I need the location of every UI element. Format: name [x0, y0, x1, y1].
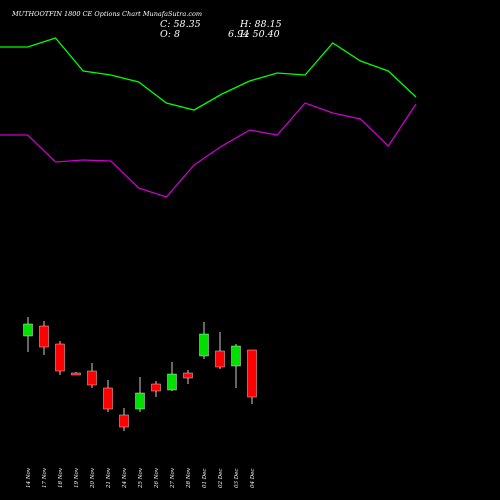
x-tick-label: 28 Nov — [186, 467, 192, 489]
change-value: 6.94 — [228, 29, 250, 40]
x-tick-label: 26 Nov — [154, 467, 160, 489]
x-tick-label: 19 Nov — [74, 467, 80, 488]
low-value: L: 50.40 — [240, 29, 280, 40]
candle-body — [183, 372, 193, 379]
x-tick-label: 17 Nov — [42, 467, 48, 488]
x-tick-label: 03 Dec — [234, 469, 240, 489]
x-tick-label: 24 Nov — [122, 467, 128, 489]
candle-body — [215, 350, 225, 368]
x-tick-label: 25 Nov — [138, 467, 144, 489]
candle-body — [199, 333, 209, 357]
candle-body — [151, 383, 161, 392]
x-tick-label: 01 Dec — [202, 469, 208, 489]
open-value: O: 8 — [160, 29, 181, 40]
x-tick-label: 14 Nov — [26, 467, 32, 488]
x-tick-label: 21 Nov — [106, 467, 112, 489]
x-tick-label: 20 Nov — [90, 467, 96, 489]
candle-body — [55, 343, 65, 372]
x-tick-label: 04 Dec — [250, 469, 256, 489]
candle-body — [119, 414, 129, 428]
candle-body — [87, 370, 97, 386]
x-tick-label: 27 Nov — [170, 467, 176, 489]
candle-body — [231, 345, 241, 367]
candle-body — [103, 387, 113, 410]
candle-body — [39, 325, 49, 348]
high-value: H: 88.15 — [240, 19, 282, 30]
lower-band-line — [0, 102, 417, 198]
x-tick-label: 18 Nov — [58, 467, 64, 488]
candle-body — [71, 372, 81, 376]
candle-body — [23, 323, 33, 337]
candles-group — [23, 317, 257, 431]
x-tick-label: 02 Dec — [218, 469, 224, 489]
candle-body — [135, 392, 145, 410]
upper-band-line — [0, 37, 417, 111]
x-axis-labels: 14 Nov 17 Nov 18 Nov 19 Nov 20 Nov 21 Nov 24 N… — [26, 467, 256, 489]
candle-body — [247, 349, 257, 398]
candle-body — [167, 373, 177, 391]
close-value: C: 58.35 — [160, 19, 201, 30]
chart-title: MUTHOOTFIN 1800 CE Options Chart MunafaS… — [12, 10, 203, 18]
